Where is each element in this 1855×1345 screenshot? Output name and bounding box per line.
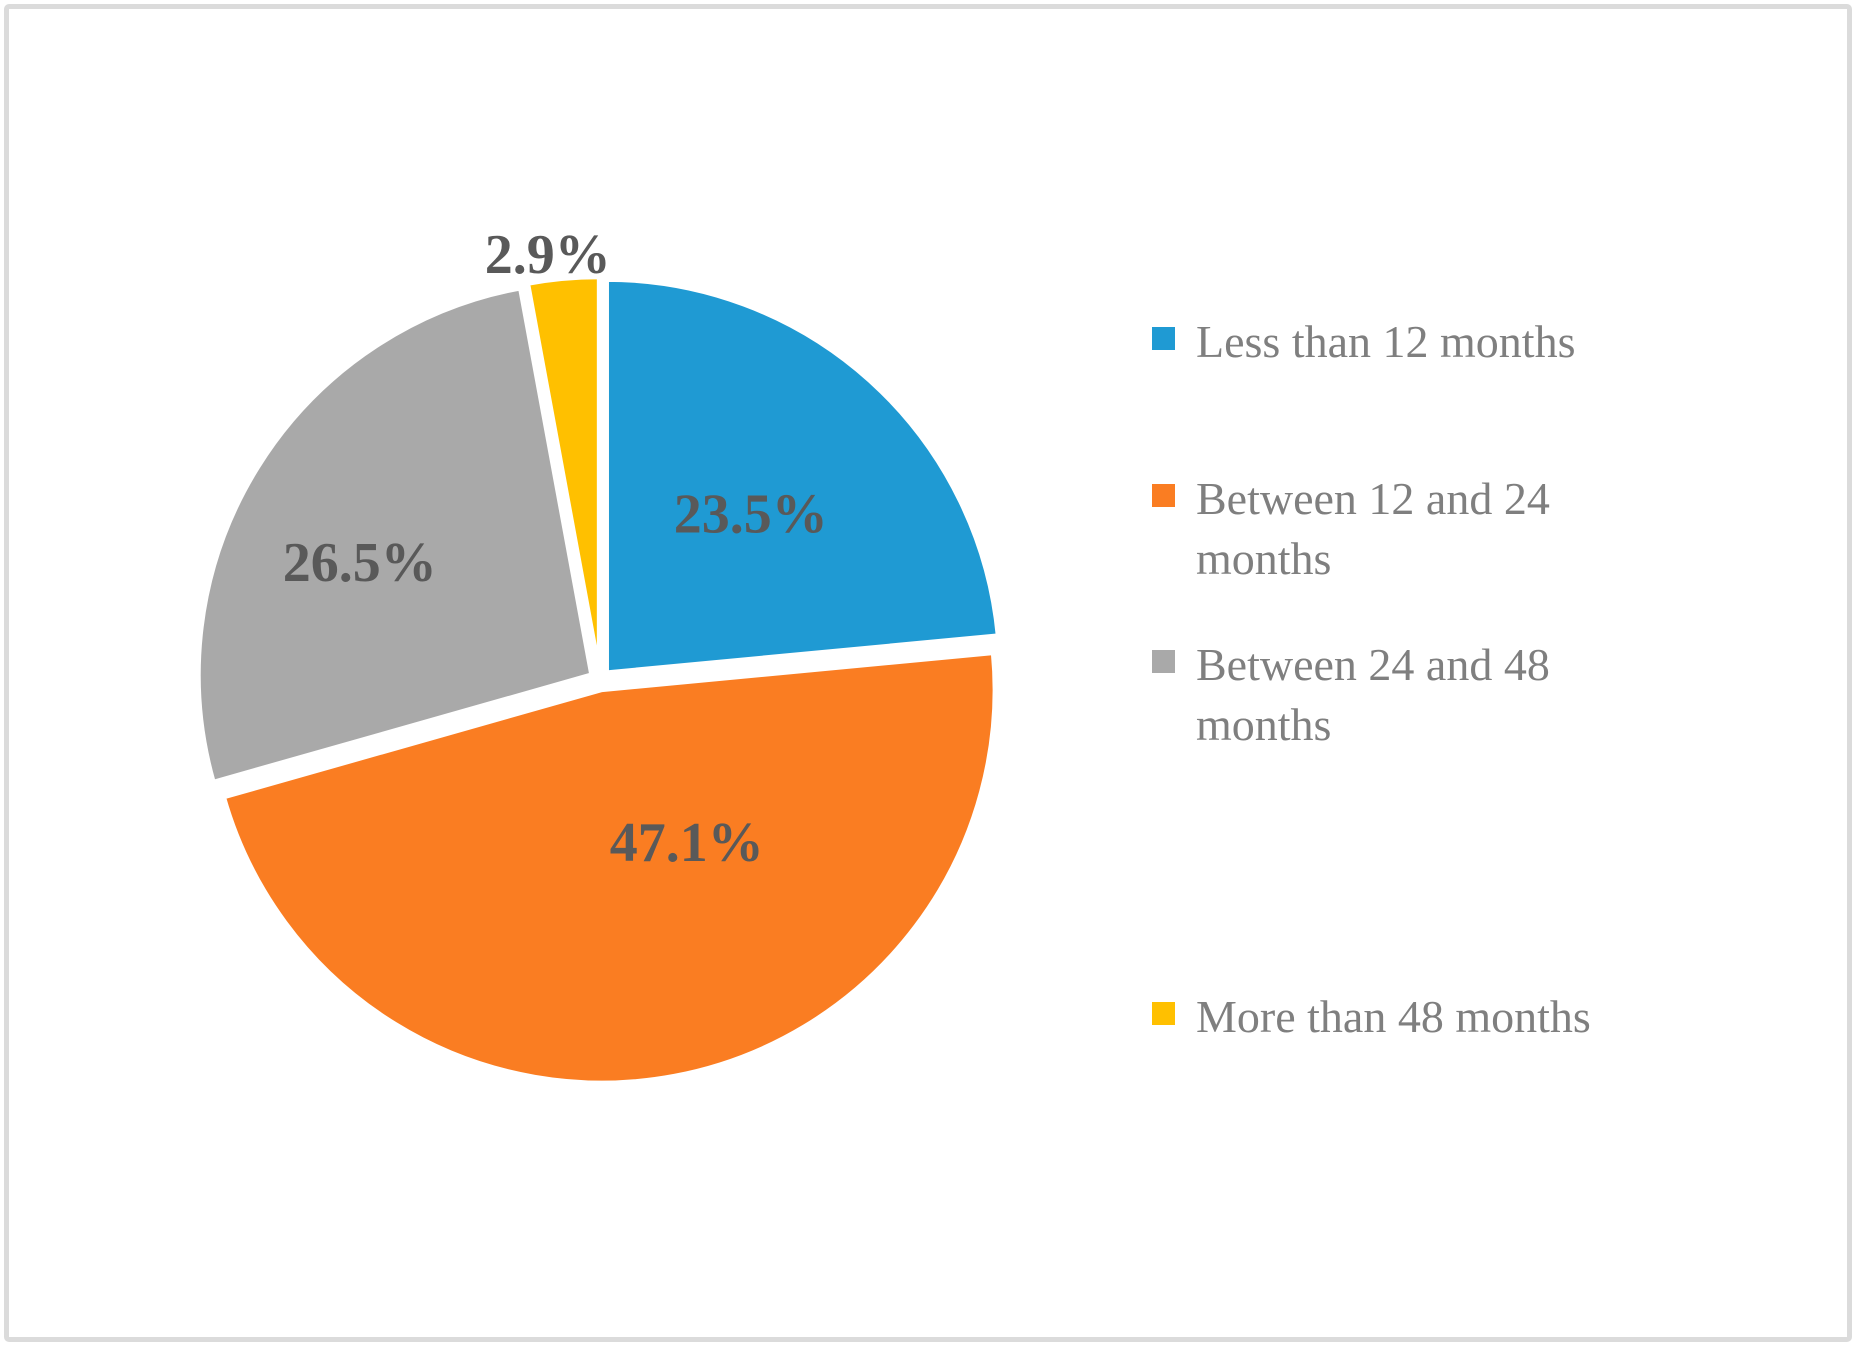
data-label-less-than-12-months: 23.5%: [674, 483, 828, 545]
data-label-between-12-and-24-months: 47.1%: [610, 812, 764, 874]
pie-slice-between-24-and-48-months: [196, 285, 594, 785]
pie-chart: 23.5% 47.1% 26.5% 2.9%: [196, 224, 1001, 1086]
pie-slice-between-12-and-24-months: [221, 650, 998, 1086]
pie-slice-less-than-12-months: [604, 277, 1001, 675]
data-label-more-than-48-months: 2.9%: [485, 224, 611, 286]
pie-slice-more-than-48-months: [525, 274, 602, 673]
figure-frame: 23.5% 47.1% 26.5% 2.9% Less than 12 months …: [4, 4, 1852, 1342]
data-label-between-24-and-48-months: 26.5%: [283, 532, 437, 594]
